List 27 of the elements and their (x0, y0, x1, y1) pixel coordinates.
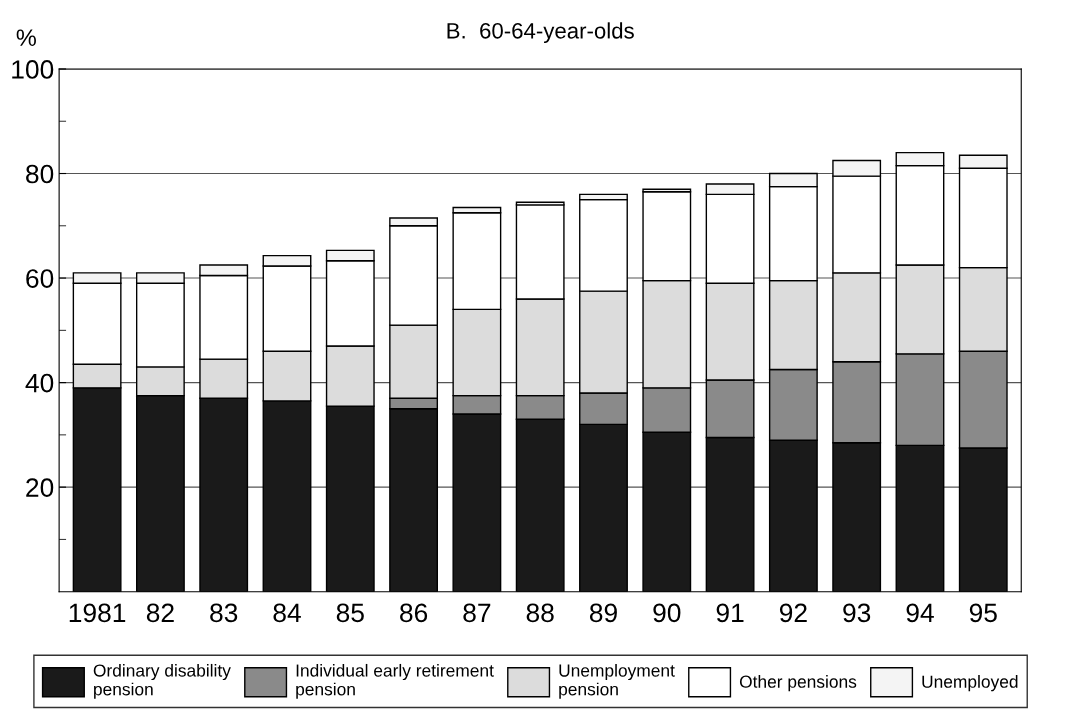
x-tick-label: 82 (146, 603, 174, 623)
x-tick-label: 84 (273, 603, 301, 623)
x-tick-label: 89 (589, 603, 617, 623)
x-tick-label: 92 (779, 603, 807, 623)
x-tick-label: 93 (843, 603, 871, 623)
legend-label: Other pensions (739, 675, 857, 692)
legend-label: Ordinary disability pension (93, 663, 231, 699)
legend-label: Individual early retirement pension (296, 663, 494, 699)
y-axis-title: % (16, 29, 36, 46)
x-tick-label: 87 (463, 603, 491, 623)
x-tick-label: 94 (906, 603, 934, 623)
x-tick-label: 83 (210, 603, 238, 623)
x-tick-label: 1981 (69, 603, 126, 623)
y-tick-label: 60 (26, 269, 54, 288)
y-tick-label: 80 (26, 164, 54, 184)
x-tick-label: 91 (716, 603, 744, 623)
y-tick-label: 40 (25, 373, 54, 393)
y-tick-label: 20 (26, 478, 54, 497)
x-tick-label: 85 (336, 603, 364, 623)
y-tick-label: 100 (12, 60, 54, 79)
x-tick-label: 86 (400, 603, 428, 623)
x-tick-label: 95 (969, 603, 997, 623)
legend-label: Unemployment pension (559, 663, 675, 699)
chart-title: B. 60-64-year-olds (447, 22, 634, 44)
legend-label: Unemployed (922, 675, 1018, 692)
x-tick-label: 88 (526, 603, 554, 623)
x-tick-label: 90 (653, 603, 681, 623)
